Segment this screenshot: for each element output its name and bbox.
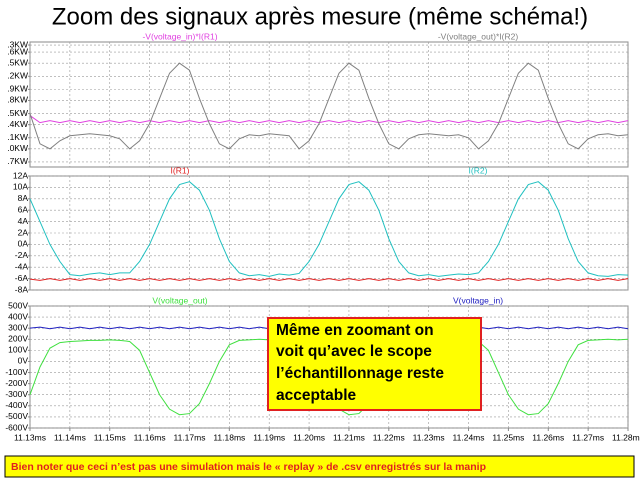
y-tick-label: 100V [8, 345, 28, 355]
y-tick-label: .1KW [7, 132, 28, 142]
y-tick-label: -8A [15, 284, 29, 294]
callout-box [267, 317, 482, 411]
y-tick-label: -600V [5, 422, 28, 432]
x-tick-label: 11.26ms [532, 432, 564, 442]
y-tick-label: 12A [13, 170, 28, 180]
series-line [29, 278, 629, 281]
series-line [29, 62, 629, 150]
y-tick-label: 2A [18, 227, 29, 237]
y-tick-label: 6A [18, 204, 29, 214]
series-line [29, 115, 629, 124]
y-tick-label: 8A [18, 193, 29, 203]
y-tick-label: -200V [5, 378, 28, 388]
y-tick-label: 200V [8, 334, 28, 344]
callout-line: acceptable [276, 387, 357, 404]
y-tick-label: .5KW [7, 57, 28, 67]
y-tick-label: .2KW [7, 71, 28, 81]
x-tick-label: 11.14ms [54, 432, 86, 442]
y-tick-label: 300V [8, 322, 28, 332]
x-tick-label: 11.27ms [572, 432, 604, 442]
y-tick-label: 10A [13, 182, 28, 192]
y-tick-label: -400V [5, 400, 28, 410]
y-tick-label: .4KW [7, 119, 28, 129]
y-tick-label: -2A [15, 250, 29, 260]
y-tick-label: 400V [8, 311, 28, 321]
legend-label: -V(voltage_in)*I(R1) [142, 31, 217, 41]
x-tick-label: 11.15ms [94, 432, 126, 442]
x-tick-label: 11.28ms [612, 432, 640, 442]
y-tick-label: -6A [15, 273, 29, 283]
y-tick-label: .8KW [7, 95, 28, 105]
footnote-box [4, 455, 635, 478]
x-tick-label: 11.20ms [293, 432, 325, 442]
x-tick-label: 11.19ms [253, 432, 285, 442]
x-tick-label: 11.24ms [453, 432, 485, 442]
x-tick-label: 11.23ms [413, 432, 445, 442]
legend-label: V(voltage_in) [453, 295, 503, 305]
series-line [29, 181, 629, 277]
y-tick-label: 500V [8, 300, 28, 310]
y-tick-label: -100V [5, 367, 28, 377]
y-tick-label: .6KW [7, 46, 28, 56]
legend-label: V(voltage_out) [152, 295, 207, 305]
x-tick-label: 11.13ms [14, 432, 46, 442]
y-tick-label: -500V [5, 411, 28, 421]
y-tick-label: -4A [15, 261, 29, 271]
y-tick-label: .9KW [7, 84, 28, 94]
y-tick-label: 0V [18, 356, 29, 366]
callout-line: voit qu’avec le scope [276, 343, 432, 360]
slide-title: Zoom des signaux après mesure (même sché… [52, 3, 588, 30]
y-tick-label: .0KW [7, 143, 28, 153]
legend-label: I(R2) [469, 165, 488, 175]
y-tick-label: .5KW [7, 108, 28, 118]
x-tick-label: 11.17ms [173, 432, 205, 442]
y-tick-label: 4A [18, 216, 29, 226]
callout-line: l’échantillonnage reste [276, 365, 444, 382]
y-tick-label: .3KW [7, 39, 28, 49]
x-tick-label: 11.22ms [373, 432, 405, 442]
x-tick-label: 11.25ms [492, 432, 524, 442]
legend-label: I(R1) [171, 165, 190, 175]
y-tick-label: -300V [5, 389, 28, 399]
y-tick-label: .7KW [7, 156, 28, 166]
y-tick-label: 0A [18, 239, 29, 249]
x-tick-label: 11.21ms [333, 432, 365, 442]
x-tick-label: 11.18ms [213, 432, 245, 442]
callout-line: Même en zoomant on [276, 322, 434, 339]
footnote: Bien noter que ceci n’est pas une simula… [11, 461, 486, 473]
x-tick-label: 11.16ms [134, 432, 166, 442]
legend-label: -V(voltage_out)*I(R2) [438, 31, 518, 41]
plot-frame [29, 41, 629, 168]
